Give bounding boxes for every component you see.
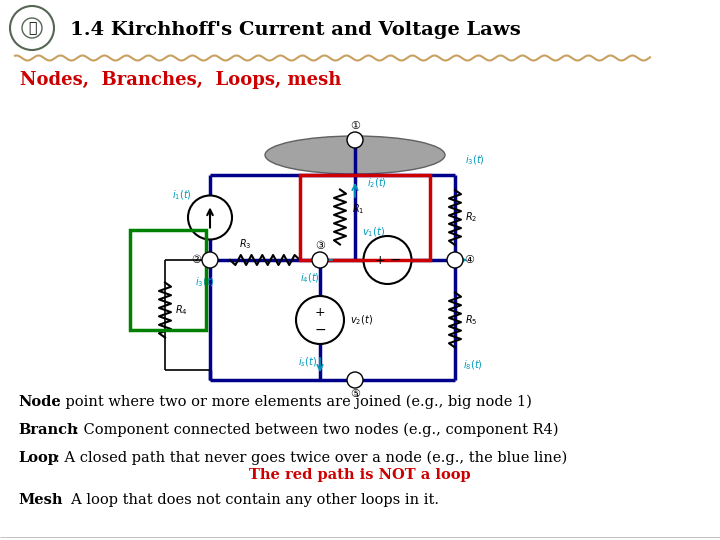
Text: $R_3$: $R_3$ bbox=[239, 237, 251, 251]
Text: $i_4(t)$: $i_4(t)$ bbox=[300, 271, 320, 285]
Text: $R_5$: $R_5$ bbox=[465, 313, 477, 327]
Circle shape bbox=[296, 296, 344, 344]
Circle shape bbox=[447, 252, 463, 268]
Text: ⑤: ⑤ bbox=[350, 389, 360, 399]
Text: ③: ③ bbox=[315, 241, 325, 251]
Circle shape bbox=[364, 236, 412, 284]
Circle shape bbox=[188, 195, 232, 240]
Text: Nodes,  Branches,  Loops, mesh: Nodes, Branches, Loops, mesh bbox=[20, 71, 341, 89]
Text: $R_4$: $R_4$ bbox=[175, 303, 188, 317]
Text: $i_3(t)$: $i_3(t)$ bbox=[465, 153, 485, 167]
Text: $i_1(t)$: $i_1(t)$ bbox=[172, 188, 192, 202]
Circle shape bbox=[312, 252, 328, 268]
Text: Node: Node bbox=[18, 395, 60, 409]
Text: 🌿: 🌿 bbox=[28, 21, 36, 35]
Circle shape bbox=[347, 132, 363, 148]
Text: : A closed path that never goes twice over a node (e.g., the blue line): : A closed path that never goes twice ov… bbox=[55, 451, 567, 465]
Text: $R_1$: $R_1$ bbox=[352, 202, 364, 216]
Text: Branch: Branch bbox=[18, 423, 78, 437]
Text: : Component connected between two nodes (e.g., component R4): : Component connected between two nodes … bbox=[74, 423, 559, 437]
Text: $i_s(t)$: $i_s(t)$ bbox=[299, 355, 318, 369]
Text: $i_3(t)$: $i_3(t)$ bbox=[195, 275, 215, 289]
Text: −: − bbox=[390, 253, 401, 267]
Text: $i_5(t)$: $i_5(t)$ bbox=[382, 271, 402, 285]
Text: 1.4 Kirchhoff's Current and Voltage Laws: 1.4 Kirchhoff's Current and Voltage Laws bbox=[70, 21, 521, 39]
Text: $i_2(t)$: $i_2(t)$ bbox=[367, 176, 387, 190]
Text: Loop: Loop bbox=[18, 451, 58, 465]
Text: ①: ① bbox=[350, 121, 360, 131]
Bar bbox=[300, 175, 430, 260]
Text: $v_2(t)$: $v_2(t)$ bbox=[350, 313, 373, 327]
Text: Mesh: Mesh bbox=[18, 493, 63, 507]
Text: The red path is NOT a loop: The red path is NOT a loop bbox=[249, 468, 471, 482]
Text: +: + bbox=[374, 253, 384, 267]
Bar bbox=[130, 230, 206, 330]
Ellipse shape bbox=[265, 136, 445, 174]
Text: :  A loop that does not contain any other loops in it.: : A loop that does not contain any other… bbox=[57, 493, 439, 507]
Text: ④: ④ bbox=[464, 255, 474, 265]
Circle shape bbox=[347, 372, 363, 388]
Text: $R_2$: $R_2$ bbox=[465, 211, 477, 225]
Text: $v_1(t)$: $v_1(t)$ bbox=[362, 225, 385, 239]
Text: +: + bbox=[315, 306, 325, 319]
Text: : point where two or more elements are joined (e.g., big node 1): : point where two or more elements are j… bbox=[56, 395, 532, 409]
Text: −: − bbox=[314, 323, 326, 337]
Circle shape bbox=[202, 252, 218, 268]
Text: $i_8(t)$: $i_8(t)$ bbox=[463, 358, 483, 372]
Text: ②: ② bbox=[191, 255, 201, 265]
